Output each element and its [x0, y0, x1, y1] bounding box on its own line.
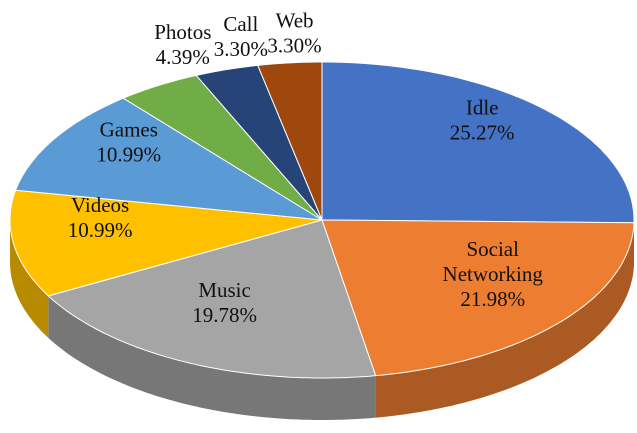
category-label: Photos — [154, 20, 211, 44]
slice — [195, 64, 323, 221]
slice-side — [375, 222, 634, 418]
slice — [122, 74, 323, 221]
slice — [321, 61, 635, 224]
value-label: 19.78% — [192, 303, 257, 327]
slice — [257, 61, 323, 221]
slice-label: Games 10.99% — [96, 117, 161, 166]
slice-label: Music 19.78% — [192, 278, 257, 327]
slice-label: Idle 25.27% — [450, 96, 515, 145]
category-label: Games — [100, 117, 158, 141]
value-label: 21.98% — [460, 287, 525, 311]
slice — [14, 97, 323, 221]
category-label: Call — [223, 12, 258, 36]
slice-label: Photos 4.39% — [154, 20, 211, 69]
slice-label: Call 3.30% — [214, 12, 268, 61]
value-label: 3.30% — [214, 37, 268, 61]
value-label: 25.27% — [450, 121, 515, 145]
value-label: 10.99% — [68, 218, 133, 242]
slice — [321, 219, 635, 377]
category-label: Web — [276, 8, 314, 32]
slice — [9, 189, 323, 297]
value-label: 10.99% — [96, 142, 161, 166]
category-label: Social — [466, 237, 519, 261]
value-label: 4.39% — [156, 45, 210, 69]
category-label: Music — [198, 278, 251, 302]
slice — [47, 219, 377, 379]
slice-label: Web 3.30% — [267, 8, 321, 57]
value-label: 3.30% — [267, 33, 321, 57]
slice-side — [10, 220, 49, 338]
category-label: Idle — [466, 96, 499, 120]
slice-side — [48, 295, 376, 420]
category-label: Videos — [71, 193, 129, 217]
slice-label: Videos 10.99% — [68, 193, 133, 242]
slice-label: Social Networking 21.98% — [443, 237, 544, 311]
category-label: Networking — [443, 262, 544, 286]
